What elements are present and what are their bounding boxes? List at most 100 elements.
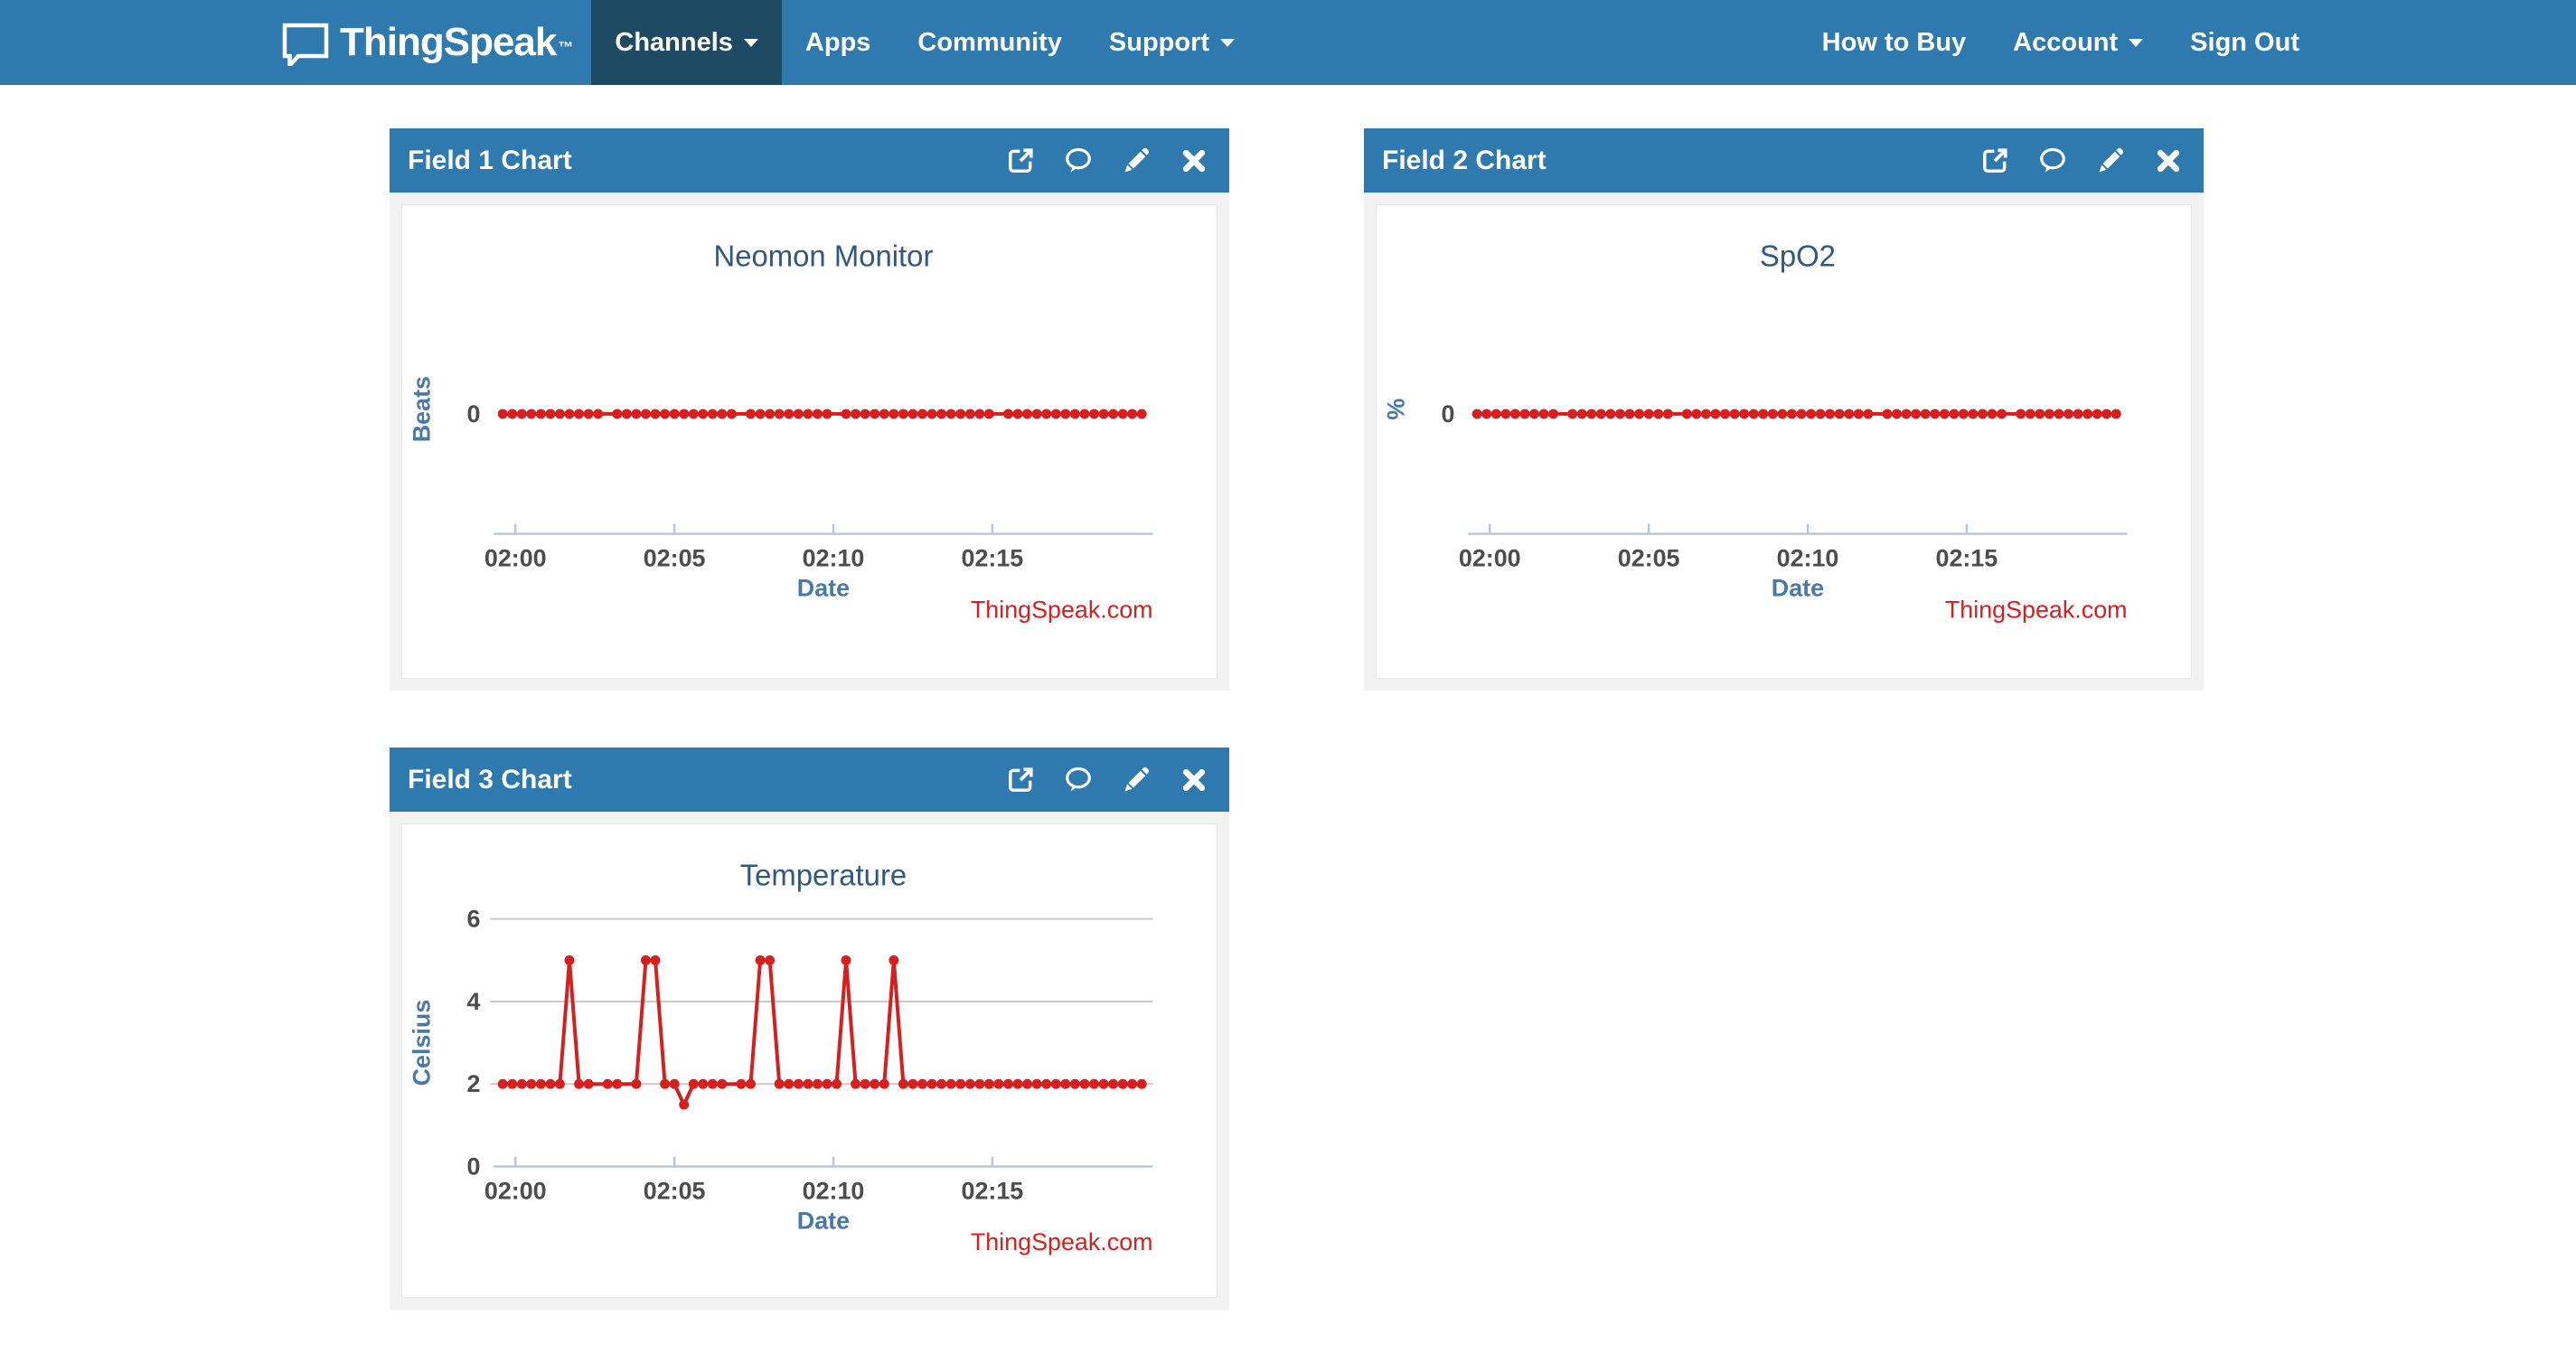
data-point bbox=[945, 1078, 956, 1089]
edit-pencil-icon[interactable] bbox=[1121, 146, 1152, 176]
data-point bbox=[688, 1078, 699, 1089]
comment-icon[interactable] bbox=[1063, 765, 1094, 795]
external-link-icon[interactable] bbox=[1979, 146, 2010, 176]
data-point bbox=[832, 1078, 842, 1089]
data-point bbox=[2016, 409, 2026, 419]
nav-item-how-to-buy[interactable]: How to Buy bbox=[1799, 0, 1990, 85]
data-point bbox=[1729, 409, 1740, 419]
panel-header: Field 3 Chart bbox=[390, 748, 1229, 812]
external-link-icon[interactable] bbox=[1005, 765, 1036, 795]
nav-item-support[interactable]: Support bbox=[1086, 0, 1258, 85]
nav-item-label: Channels bbox=[615, 27, 733, 57]
x-axis-label: Date bbox=[797, 1207, 850, 1234]
data-point bbox=[554, 1078, 565, 1089]
data-point bbox=[841, 409, 851, 419]
data-point bbox=[870, 1078, 880, 1089]
data-point bbox=[698, 1078, 709, 1089]
data-point bbox=[1624, 409, 1635, 419]
data-point bbox=[1117, 1078, 1128, 1089]
data-point bbox=[1615, 409, 1625, 419]
data-point bbox=[679, 409, 690, 419]
data-point bbox=[860, 409, 870, 419]
data-point bbox=[1079, 1078, 1090, 1089]
data-point bbox=[793, 409, 804, 419]
y-axis-label: % bbox=[1383, 399, 1410, 420]
data-point bbox=[765, 409, 776, 419]
data-point bbox=[926, 409, 937, 419]
thingspeak-watermark-link[interactable]: ThingSpeak.com bbox=[1945, 596, 2128, 623]
field2-chart: 02:00 02:05 02:10 02:15 0 SpO2% Date ThingSpeak… bbox=[1376, 204, 2192, 679]
data-point bbox=[851, 1078, 861, 1089]
data-point bbox=[812, 409, 823, 419]
data-point bbox=[1968, 409, 1979, 419]
data-point bbox=[1911, 409, 1922, 419]
data-point bbox=[784, 409, 794, 419]
brand-name: ThingSpeak bbox=[340, 20, 557, 64]
nav-item-channels[interactable]: Channels bbox=[591, 0, 782, 85]
chart-title: SpO2 bbox=[1760, 240, 1836, 273]
close-x-icon[interactable] bbox=[2153, 146, 2184, 176]
data-point bbox=[1662, 409, 1673, 419]
brand-tm: ™ bbox=[558, 39, 574, 56]
data-point bbox=[926, 1078, 937, 1089]
data-point bbox=[1060, 409, 1071, 419]
close-x-icon[interactable] bbox=[1179, 146, 1209, 176]
y-tick-label: 0 bbox=[466, 1153, 480, 1180]
nav-item-apps[interactable]: Apps bbox=[782, 0, 895, 85]
external-link-icon[interactable] bbox=[1005, 146, 1036, 176]
comment-icon[interactable] bbox=[1063, 146, 1094, 176]
data-point bbox=[936, 409, 947, 419]
data-point bbox=[1050, 409, 1061, 419]
data-point bbox=[621, 409, 632, 419]
x-tick-label: 02:00 bbox=[484, 1177, 547, 1204]
data-point bbox=[964, 1078, 975, 1089]
data-point bbox=[650, 409, 661, 419]
data-point bbox=[1098, 409, 1109, 419]
data-point bbox=[1643, 409, 1654, 419]
nav-item-account[interactable]: Account bbox=[1989, 0, 2167, 85]
data-point bbox=[1700, 409, 1711, 419]
edit-pencil-icon[interactable] bbox=[1121, 765, 1152, 795]
x-tick-label: 02:00 bbox=[484, 544, 547, 571]
nav-item-community[interactable]: Community bbox=[894, 0, 1086, 85]
data-point bbox=[1595, 409, 1606, 419]
data-point bbox=[516, 1078, 527, 1089]
data-point bbox=[1844, 409, 1855, 419]
x-tick-label: 02:15 bbox=[962, 544, 1024, 571]
nav-item-sign-out[interactable]: Sign Out bbox=[2167, 0, 2323, 85]
x-tick-label: 02:05 bbox=[644, 1177, 706, 1204]
thingspeak-watermark-link[interactable]: ThingSpeak.com bbox=[971, 596, 1153, 623]
thingspeak-watermark-link[interactable]: ThingSpeak.com bbox=[971, 1228, 1153, 1256]
data-point bbox=[1022, 409, 1033, 419]
data-point bbox=[497, 409, 508, 419]
data-point bbox=[983, 1078, 994, 1089]
caret-down-icon bbox=[743, 38, 758, 47]
close-x-icon[interactable] bbox=[1179, 765, 1209, 795]
data-point bbox=[2092, 409, 2102, 419]
data-point bbox=[583, 409, 594, 419]
data-point bbox=[631, 409, 642, 419]
data-point bbox=[841, 955, 851, 965]
x-tick-label: 02:00 bbox=[1459, 544, 1521, 571]
data-point bbox=[736, 1078, 747, 1089]
data-point bbox=[669, 409, 680, 419]
data-point bbox=[1012, 409, 1023, 419]
x-tick-label: 02:10 bbox=[1777, 544, 1839, 571]
panel-title: Field 2 Chart bbox=[1382, 145, 1547, 175]
nav-item-label: Community bbox=[917, 27, 1062, 57]
data-point bbox=[870, 409, 880, 419]
nav-item-label: Sign Out bbox=[2190, 27, 2299, 57]
y-tick-label: 6 bbox=[466, 906, 480, 933]
data-point bbox=[955, 409, 966, 419]
data-point bbox=[803, 1078, 813, 1089]
data-point bbox=[1748, 409, 1759, 419]
edit-pencil-icon[interactable] bbox=[2095, 146, 2126, 176]
x-axis-label: Date bbox=[1772, 574, 1824, 601]
comment-icon[interactable] bbox=[2037, 146, 2068, 176]
nav-item-label: Support bbox=[1108, 27, 1210, 57]
data-point bbox=[1548, 409, 1559, 419]
data-point bbox=[860, 1078, 870, 1089]
data-point bbox=[1681, 409, 1692, 419]
data-point bbox=[974, 409, 985, 419]
thingspeak-logo[interactable]: ThingSpeak ™ bbox=[280, 0, 573, 85]
